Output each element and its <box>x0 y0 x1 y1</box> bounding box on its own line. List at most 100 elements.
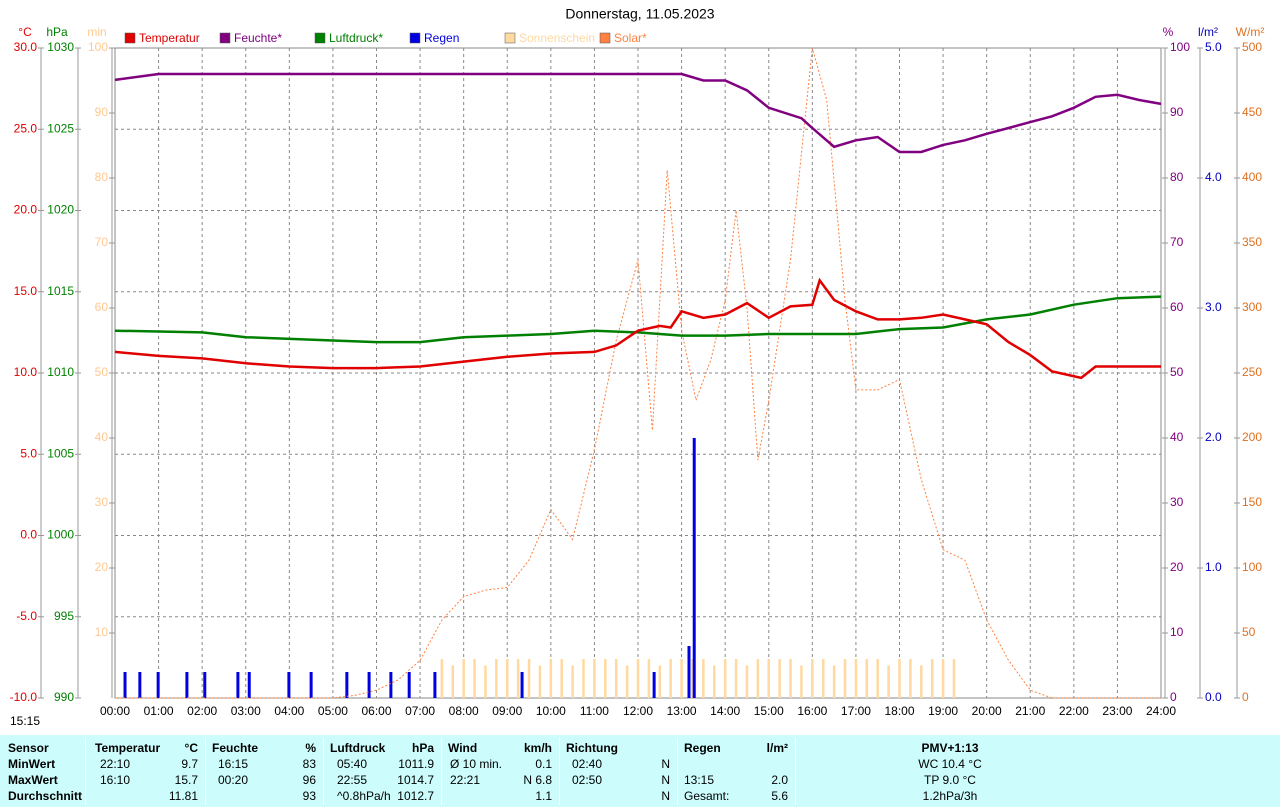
x-tick-label: 01:00 <box>144 704 174 718</box>
bar <box>930 659 934 698</box>
table-cell: 0.1 <box>535 757 552 771</box>
table-cell: 83 <box>302 757 316 771</box>
legend-label: Luftdruck* <box>329 31 383 45</box>
y-tick-label: 0 <box>1170 690 1177 704</box>
y-tick-label: 25.0 <box>14 121 38 135</box>
bar <box>527 659 531 698</box>
y-tick-label: 1025 <box>47 121 74 135</box>
bar <box>440 659 444 698</box>
column-separator <box>677 737 678 805</box>
y-tick-label: 30 <box>95 495 109 509</box>
table-cell: 15.7 <box>174 773 198 787</box>
y-tick-label: 30.0 <box>14 40 38 54</box>
footer-time: 15:15 <box>10 714 40 728</box>
y-tick-label: 1020 <box>47 203 74 217</box>
x-tick-label: 18:00 <box>884 704 914 718</box>
bar <box>593 659 596 698</box>
bar <box>614 659 618 698</box>
bar <box>832 665 836 698</box>
column-separator <box>205 737 206 805</box>
legend-swatch <box>219 32 231 44</box>
bar <box>811 659 814 698</box>
table-cell: 93 <box>302 789 316 803</box>
table-cell: 13:15 <box>684 773 715 787</box>
bar <box>865 659 869 698</box>
bar <box>789 659 792 698</box>
bar <box>854 659 858 698</box>
table-cell: 1012.7 <box>397 789 434 803</box>
table-cell: 5.6 <box>771 789 788 803</box>
y-tick-label: 300 <box>1242 300 1262 314</box>
axis-unit: % <box>1163 25 1174 39</box>
y-tick-label: 60 <box>1170 300 1184 314</box>
y-tick-label: 10 <box>95 625 109 639</box>
bar <box>767 659 770 698</box>
x-tick-label: 19:00 <box>928 704 958 718</box>
bar <box>345 672 349 698</box>
summary-table: Sensor Temperatur °C Feuchte% Luftdruck hPa Wi… <box>0 735 1280 807</box>
legend-label: Solar* <box>614 31 647 45</box>
y-tick-label: 0.0 <box>1205 690 1222 704</box>
bar <box>941 659 945 698</box>
series-line <box>114 277 1161 380</box>
bar <box>647 659 651 698</box>
y-tick-label: 20 <box>95 560 109 574</box>
bar <box>309 672 313 698</box>
table-cell: 22:21 <box>450 773 481 787</box>
bar <box>451 665 455 698</box>
axis-unit: hPa <box>46 25 68 39</box>
table-cell: 96 <box>302 773 316 787</box>
x-tick-label: 15:00 <box>754 704 784 718</box>
table-cell: N <box>661 757 670 771</box>
x-tick-label: 24:00 <box>1146 704 1176 718</box>
table-cell: 22:10 <box>100 757 131 771</box>
y-tick-label: 990 <box>54 690 74 704</box>
y-tick-label: 4.0 <box>1205 170 1222 184</box>
bar <box>887 665 890 698</box>
bar <box>520 672 524 698</box>
table-cell: Luftdruck <box>330 741 386 755</box>
table-cell: Feuchte <box>212 741 259 755</box>
table-cell: 02:40 <box>572 757 603 771</box>
chart: Donnerstag, 11.05.2023 15:15 00:00 01:00 0… <box>10 6 1265 728</box>
y-tick-label: -5.0 <box>16 609 37 623</box>
x-tick-label: 02:00 <box>187 704 217 718</box>
bar <box>713 665 716 698</box>
y-tick-label: 80 <box>95 170 109 184</box>
bar <box>516 659 520 698</box>
axis-unit: l/m² <box>1198 25 1218 39</box>
table-cell: 16:15 <box>218 757 249 771</box>
bar <box>185 672 189 698</box>
y-tick-label: 200 <box>1242 430 1262 444</box>
y-tick-label: 40 <box>95 430 109 444</box>
y-tick-label: 50 <box>1242 625 1256 639</box>
table-cell: 16:10 <box>100 773 131 787</box>
y-tick-label: 1000 <box>47 528 74 542</box>
column-separator <box>85 737 86 805</box>
column-separator <box>559 737 560 805</box>
bar <box>367 672 371 698</box>
bar <box>778 659 781 698</box>
table-cell: 2.0 <box>771 773 788 787</box>
x-tick-label: 17:00 <box>841 704 871 718</box>
y-tick-label: 5.0 <box>20 446 37 460</box>
y-tick-label: 50 <box>1170 365 1184 379</box>
table-cell: MinWert <box>8 757 56 771</box>
bar <box>538 665 542 698</box>
table-cell: MaxWert <box>8 773 58 787</box>
bar <box>702 659 705 698</box>
bar <box>734 659 738 698</box>
series-line <box>114 295 1162 344</box>
y-tick-label: 20 <box>1170 560 1184 574</box>
y-tick-label: 60 <box>95 300 109 314</box>
table-cell: Regen <box>684 741 721 755</box>
legend-swatch <box>409 32 421 44</box>
bar <box>484 665 487 698</box>
x-tick-label: 12:00 <box>623 704 653 718</box>
bar <box>495 659 498 698</box>
y-tick-label: 0 <box>1242 690 1249 704</box>
bar <box>723 659 727 698</box>
bar <box>952 659 956 698</box>
bar <box>462 659 465 698</box>
bar <box>920 665 923 698</box>
